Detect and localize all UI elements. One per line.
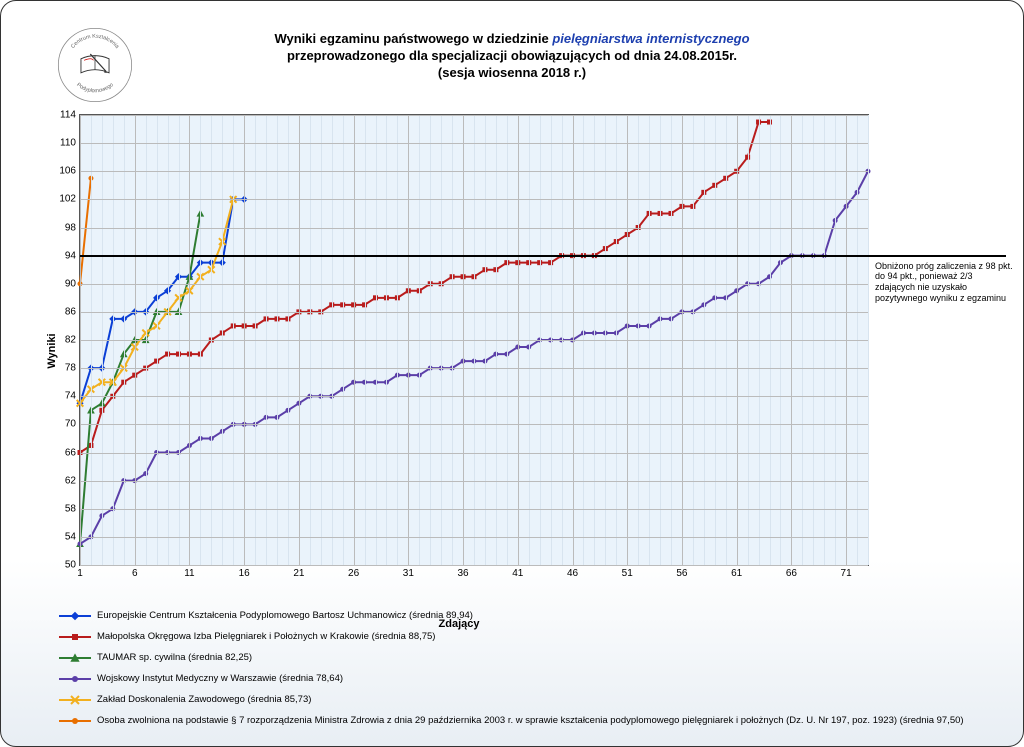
y-tick: 74 [48,391,80,402]
x-tick: 56 [676,565,687,579]
legend-swatch [59,631,91,643]
x-tick: 46 [567,565,578,579]
series-line-s6 [80,178,91,283]
legend-label: Wojskowy Instytut Medyczny w Warszawie (… [97,674,343,684]
y-tick: 82 [48,335,80,346]
svg-text:Podyplomowego: Podyplomowego [75,82,114,94]
legend-row: Zakład Doskonalenia Zawodowego (średnia … [59,693,964,707]
legend-swatch [59,652,91,664]
legend: Europejskie Centrum Kształcenia Podyplom… [59,609,964,735]
y-tick: 54 [48,531,80,542]
x-tick: 31 [403,565,414,579]
y-tick: 106 [48,166,80,177]
y-tick: 102 [48,194,80,205]
legend-row: Małopolska Okręgowa Izba Pielęgniarek i … [59,630,964,644]
x-tick: 61 [731,565,742,579]
x-tick: 51 [622,565,633,579]
title-line1-em: pielęgniarstwa internistycznego [552,31,749,46]
chart-area: Wyniki 161116212631364146515661667150545… [49,106,869,596]
x-tick: 66 [786,565,797,579]
y-tick: 86 [48,306,80,317]
x-tick: 11 [184,565,194,579]
legend-row: Wojskowy Instytut Medyczny w Warszawie (… [59,672,964,686]
x-tick: 26 [348,565,359,579]
x-tick: 71 [841,565,852,579]
threshold-annotation: Obniżono próg zaliczenia z 98 pkt. do 94… [875,261,1015,304]
y-tick: 98 [48,222,80,233]
legend-label: Osoba zwolniona na podstawie § 7 rozporz… [97,716,964,726]
y-tick: 78 [48,363,80,374]
y-tick: 110 [48,138,80,149]
legend-label: TAUMAR sp. cywilna (średnia 82,25) [97,653,252,663]
y-tick: 90 [48,278,80,289]
y-tick: 50 [48,560,80,571]
legend-label: Zakład Doskonalenia Zawodowego (średnia … [97,695,311,705]
y-tick: 114 [48,110,80,121]
legend-swatch [59,715,91,727]
threshold-line [80,255,1006,258]
legend-row: Europejskie Centrum Kształcenia Podyplom… [59,609,964,623]
x-tick: 36 [457,565,468,579]
series-line-s1 [80,199,244,403]
y-tick: 94 [48,250,80,261]
title-line1-pre: Wyniki egzaminu państwowego w dziedzinie [274,31,552,46]
x-tick: 16 [239,565,250,579]
x-tick: 41 [512,565,523,579]
chart-title: Wyniki egzaminu państwowego w dziedzinie… [1,31,1023,82]
y-tick: 70 [48,419,80,430]
page-root: Centrum Kształcenia Podyplomowego Wyniki… [0,0,1024,747]
title-line2: przeprowadzonego dla specjalizacji obowi… [287,48,737,63]
legend-row: Osoba zwolniona na podstawie § 7 rozporz… [59,714,964,728]
legend-swatch [59,610,91,622]
y-tick: 62 [48,475,80,486]
title-line3: (sesja wiosenna 2018 r.) [438,65,586,80]
y-tick: 66 [48,447,80,458]
legend-row: TAUMAR sp. cywilna (średnia 82,25) [59,651,964,665]
legend-label: Europejskie Centrum Kształcenia Podyplom… [97,611,473,621]
legend-swatch [59,694,91,706]
x-tick: 6 [132,565,138,579]
plot-area: 1611162126313641465156616671505458626670… [79,114,869,566]
series-line-s3 [80,213,200,543]
legend-swatch [59,673,91,685]
x-tick: 21 [293,565,304,579]
legend-label: Małopolska Okręgowa Izba Pielęgniarek i … [97,632,435,642]
logo-text-bottom: Podyplomowego [75,82,114,94]
y-tick: 58 [48,503,80,514]
